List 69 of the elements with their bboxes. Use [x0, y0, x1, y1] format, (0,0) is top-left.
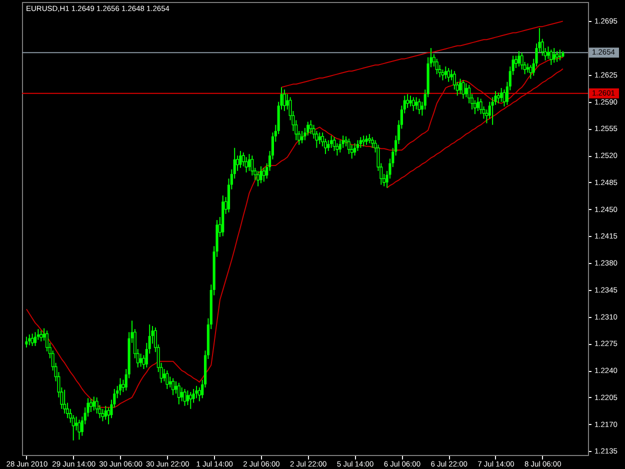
- candlestick: [476, 96, 480, 112]
- candlestick: [256, 170, 260, 187]
- candlestick: [500, 87, 503, 102]
- candlestick: [347, 138, 350, 155]
- candlestick: [447, 68, 450, 82]
- candlestick: [260, 166, 262, 184]
- candlestick: [556, 50, 559, 62]
- candlestick: [95, 396, 98, 414]
- candlestick: [412, 96, 415, 112]
- candlestick: [89, 398, 92, 413]
- candlestick: [365, 135, 368, 146]
- candlestick: [353, 142, 356, 156]
- candlestick: [370, 136, 374, 148]
- candlestick: [282, 89, 286, 112]
- candlestick: [441, 69, 444, 81]
- candlestick: [520, 52, 524, 70]
- candlestick: [459, 78, 462, 95]
- candlestick: [34, 332, 37, 346]
- candlestick: [166, 370, 169, 390]
- candlestick: [183, 388, 186, 406]
- candlestick: [25, 336, 28, 348]
- candlestick: [174, 380, 178, 394]
- candlestick: [327, 140, 330, 152]
- candlestick: [189, 392, 192, 410]
- candlestick: [359, 136, 362, 148]
- candlestick: [186, 390, 189, 406]
- candlestick: [409, 95, 412, 107]
- candlestick: [479, 98, 482, 115]
- candlestick: [309, 120, 312, 135]
- candlestick: [362, 135, 366, 147]
- candlestick: [464, 82, 468, 98]
- candlestick: [558, 49, 562, 61]
- candlestick: [195, 385, 198, 399]
- candlestick: [332, 136, 336, 152]
- candlestick: [172, 378, 175, 396]
- candlestick: [496, 92, 500, 104]
- candlestick: [356, 140, 360, 152]
- candlestick: [101, 408, 104, 422]
- candlestick: [118, 378, 122, 396]
- candlestick: [262, 167, 266, 182]
- candlestick: [435, 58, 438, 75]
- candlestick: [168, 376, 172, 388]
- candlestick: [306, 121, 310, 136]
- candlestick: [139, 353, 142, 368]
- candlestick: [248, 154, 251, 172]
- line-series: [280, 20, 564, 88]
- line-series: [386, 68, 564, 188]
- candlestick: [300, 130, 304, 144]
- candlestick: [239, 150, 242, 168]
- candlestick: [104, 405, 107, 420]
- candlestick: [550, 49, 553, 66]
- candlestick: [30, 333, 34, 346]
- candlestick: [462, 80, 465, 100]
- candlestick: [63, 389, 66, 414]
- candlestick: [40, 330, 43, 342]
- candlestick: [180, 386, 184, 402]
- candlestick: [78, 419, 81, 440]
- candlestick: [338, 140, 342, 153]
- candlestick: [330, 135, 333, 148]
- candlestick: [518, 50, 520, 67]
- candlestick: [342, 135, 344, 148]
- candlestick: [177, 382, 180, 405]
- candlestick: [250, 155, 254, 176]
- candlestick: [28, 334, 31, 346]
- candlestick: [244, 156, 248, 173]
- candlestick: [444, 66, 447, 80]
- candlestick: [418, 98, 421, 115]
- candlestick: [368, 134, 371, 144]
- candlestick: [552, 48, 556, 64]
